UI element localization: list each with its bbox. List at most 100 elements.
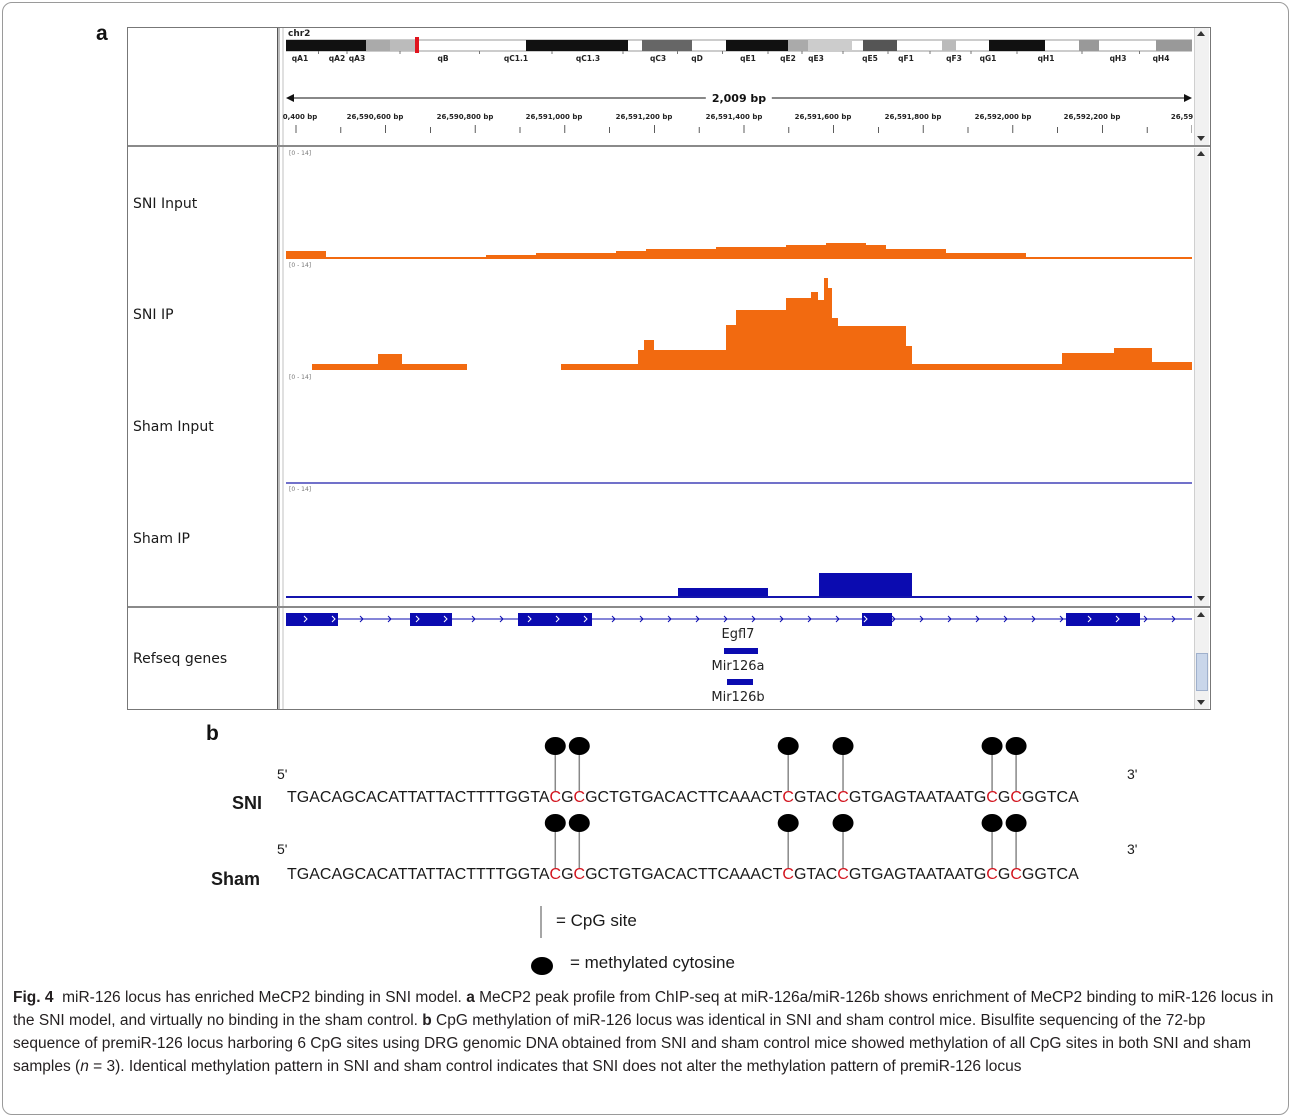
ideogram: [286, 37, 1192, 53]
band-label: qE2: [780, 54, 796, 63]
strand-arrow: [639, 615, 644, 623]
ruler-tick-label: 26,592,200 bp: [1063, 113, 1121, 121]
genome-browser-panel: chr2: [127, 27, 1211, 710]
scroll-down-icon[interactable]: [1197, 136, 1205, 141]
strand-arrow: [975, 615, 980, 623]
strand-arrow: [1031, 615, 1036, 623]
track-names-column: [128, 28, 278, 709]
ruler-tick-label: 0,400 bp: [282, 113, 318, 121]
caption-b-text: CpG methylation of miR-126 locus was ide…: [13, 1012, 1252, 1075]
strand-arrows: [303, 615, 1176, 623]
data-range-label: [0 - 14]: [289, 374, 312, 381]
scroll-up-icon[interactable]: [1197, 31, 1205, 36]
panel-a-letter: a: [96, 22, 108, 45]
band-label: qA2: [328, 54, 346, 63]
ruler-tick-label: 26,590,600 bp: [346, 113, 404, 121]
strand-arrow: [331, 615, 336, 623]
methylated-cytosine: C: [1010, 789, 1022, 806]
strand-arrow: [779, 615, 784, 623]
band-label: qE1: [740, 54, 756, 63]
sequence-segment: G: [561, 789, 574, 806]
band-label: qC1.3: [575, 54, 601, 63]
ruler-tick-label: 26,591,600 bp: [794, 113, 852, 121]
scroll-down-icon[interactable]: [1197, 596, 1205, 601]
exon: [286, 613, 338, 626]
sequence-segment: TGACAGCACATTATTACTTTTGGTA: [287, 789, 550, 806]
legend-methylated-cytosine: = methylated cytosine: [570, 953, 735, 972]
data-range-label: [0 - 14]: [289, 262, 312, 269]
track-label-sni-ip: SNI IP: [133, 307, 174, 323]
figure-caption: Fig. 4 miR-126 locus has enriched MeCP2 …: [13, 986, 1275, 1078]
methylated-cytosine: C: [782, 866, 794, 883]
refseq-scrollbar[interactable]: [1194, 609, 1209, 709]
strand-arrow: [1087, 615, 1092, 623]
band-label: qC3: [649, 54, 667, 63]
band-label: qF1: [898, 54, 914, 63]
data-range-label: [0 - 14]: [289, 150, 312, 157]
track-label-sham-ip: Sham IP: [133, 531, 190, 547]
scroll-up-icon[interactable]: [1197, 151, 1205, 156]
strand-arrow: [303, 615, 308, 623]
tracks-separator: [128, 606, 1210, 608]
methylated-cytosine: C: [573, 789, 586, 806]
caption-title: miR-126 locus has enriched MeCP2 binding…: [62, 989, 462, 1006]
ruler-tick-label: 26,591,800 bp: [884, 113, 942, 121]
scroll-up-icon[interactable]: [1197, 612, 1205, 617]
ruler-tick-label: 26,592,000 bp: [974, 113, 1032, 121]
strand-arrow: [527, 615, 532, 623]
band-label: qA1: [291, 54, 309, 63]
methylated-cytosine: C: [573, 866, 586, 883]
strand-arrow: [471, 615, 476, 623]
strand-arrow: [555, 615, 560, 623]
ruler-tick-label: 26,591,000 bp: [525, 113, 583, 121]
gene-label-mir126b: Mir126b: [711, 690, 765, 705]
caption-a-label: a: [466, 989, 475, 1006]
sham-sequence: TGACAGCACATTATTACTTTTGGTACGCGCTGTGACACTT…: [287, 866, 1079, 884]
scroll-down-icon[interactable]: [1197, 700, 1205, 705]
methylated-cytosine: C: [837, 789, 849, 806]
methylated-cytosine: C: [782, 789, 794, 806]
strand-arrow: [1115, 615, 1120, 623]
band-label: qH4: [1152, 54, 1170, 63]
strand-arrow: [723, 615, 728, 623]
span-length-label: 2,009 bp: [705, 92, 773, 105]
exon: [518, 613, 592, 626]
ideogram-ruler: [286, 37, 1192, 133]
band-label: qH3: [1109, 54, 1127, 63]
strand-arrow: [499, 615, 504, 623]
scroll-thumb[interactable]: [1196, 653, 1208, 691]
five-prime-label: 5': [277, 841, 288, 857]
sequence-segment: GTAC: [793, 789, 838, 806]
track-label-sni-input: SNI Input: [133, 196, 198, 212]
band-label: qD: [691, 54, 703, 63]
band-label: qF3: [946, 54, 962, 63]
gene-label-mir126a: Mir126a: [711, 659, 765, 674]
ideogram-position-marker: [415, 37, 419, 53]
methylated-cytosine: C: [986, 866, 998, 883]
strand-arrow: [919, 615, 924, 623]
sequence-segment: G: [561, 866, 574, 883]
header-scrollbar[interactable]: [1194, 28, 1209, 145]
strand-arrow: [415, 615, 420, 623]
methylated-cytosine: C: [549, 789, 562, 806]
header-ruler-area: chr2: [282, 28, 1193, 145]
strand-arrow: [863, 615, 868, 623]
band-label: qA3: [348, 54, 366, 63]
strand-arrow: [667, 615, 672, 623]
ruler-tick-label: 26,591,400 bp: [705, 113, 763, 121]
strand-arrow: [359, 615, 364, 623]
methylated-cytosine: C: [1010, 866, 1022, 883]
three-prime-label: 3': [1127, 766, 1138, 782]
band-ticks: [318, 51, 1140, 54]
strand-arrow: [1059, 615, 1064, 623]
band-label: qE3: [808, 54, 824, 63]
strand-arrow: [1171, 615, 1176, 623]
refseq-area: Egfl7 Mir126a Mir126b: [286, 609, 1192, 709]
legend-cpg-site: = CpG site: [556, 911, 637, 930]
column-divider: [278, 28, 280, 709]
band-label: qH1: [1037, 54, 1055, 63]
tracks-scrollbar[interactable]: [1194, 148, 1209, 606]
methylated-cytosine: C: [986, 789, 998, 806]
sequence-segment: G: [997, 789, 1011, 806]
